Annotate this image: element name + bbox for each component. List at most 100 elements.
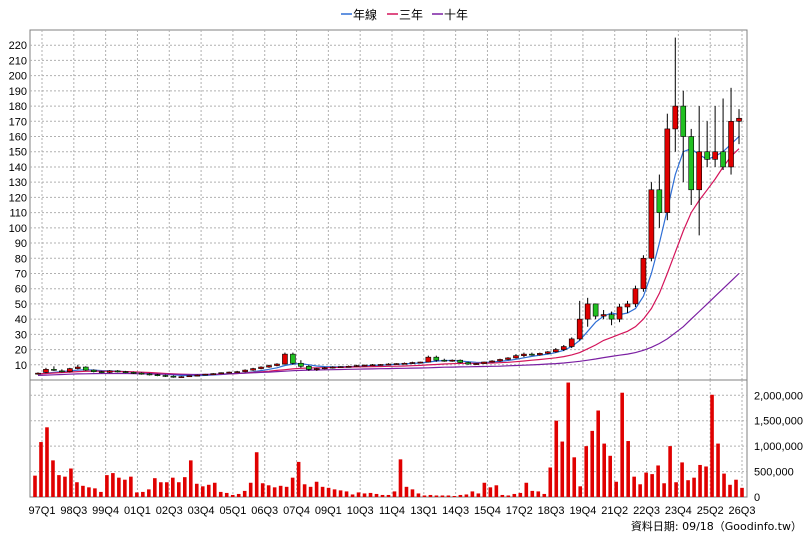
volume-bar	[662, 483, 666, 497]
volume-bar	[524, 482, 529, 497]
volume-bar	[674, 482, 678, 497]
volume-bar	[704, 466, 708, 497]
volume-bar	[93, 488, 97, 497]
volume-bar	[554, 420, 559, 497]
candle-body	[210, 373, 217, 375]
volume-bar	[440, 495, 445, 497]
volume-bar	[278, 485, 283, 497]
legend-label-year-line: 年線	[353, 7, 377, 22]
candle-body	[616, 306, 623, 320]
price-tick-label: 60	[15, 284, 27, 296]
x-tick-label: 23Q4	[665, 505, 692, 517]
candle-body	[505, 357, 511, 360]
candle-body	[632, 288, 639, 305]
volume-bar	[650, 474, 654, 497]
volume-tick-label: 1,500,000	[754, 416, 803, 428]
x-tick-label: 10Q3	[347, 505, 374, 517]
candle-body	[298, 362, 304, 367]
price-tick-label: 90	[15, 238, 27, 250]
x-tick-label: 21Q2	[601, 505, 628, 517]
moving-average-line	[37, 148, 740, 376]
legend-label-ten-year-line: 十年	[444, 8, 468, 22]
volume-bar	[668, 446, 672, 497]
x-tick-label: 97Q1	[29, 505, 56, 517]
candle-body	[258, 366, 264, 369]
candle-body	[226, 371, 232, 374]
price-tick-label: 20	[15, 345, 27, 357]
volume-bar	[176, 482, 181, 497]
candle-body	[234, 371, 240, 373]
volume-bar	[117, 477, 121, 497]
volume-bar	[566, 382, 571, 497]
candle-body	[688, 136, 695, 191]
candle-body	[114, 370, 121, 373]
volume-bar	[680, 462, 684, 497]
candle-body	[274, 363, 280, 366]
volume-bar	[320, 486, 325, 497]
candle-body	[218, 372, 225, 374]
volume-bar	[722, 473, 726, 497]
candle-body	[608, 314, 615, 320]
volume-bar	[153, 478, 157, 497]
candle-body	[417, 361, 424, 364]
candle-body	[656, 189, 663, 213]
volume-bar	[57, 475, 61, 497]
volume-bar	[734, 479, 738, 497]
volume-bar	[99, 491, 103, 497]
x-tick-label: 09Q1	[315, 505, 342, 517]
candle-body	[529, 353, 535, 356]
volume-bar	[374, 493, 379, 497]
candle-body	[345, 366, 352, 368]
volume-bar	[602, 443, 606, 497]
volume-panel: 0 500,000 1,000,000 1,500,000 2,000,000	[29, 379, 803, 504]
candle-body	[321, 367, 328, 370]
candle-body	[178, 376, 185, 378]
candle-body	[186, 375, 193, 378]
volume-bar	[590, 430, 595, 497]
candle-body	[521, 353, 527, 356]
volume-bar	[560, 441, 565, 497]
candle-body	[162, 375, 169, 377]
volume-bar	[87, 487, 91, 497]
legend-label-three-year-line: 三年	[399, 8, 423, 22]
volume-bar	[494, 485, 499, 497]
volume-bar	[428, 494, 433, 497]
volume-bar	[728, 484, 732, 497]
candle-body	[672, 105, 679, 130]
volume-bar	[165, 482, 169, 497]
volume-bar	[344, 491, 349, 497]
volume-bar	[380, 494, 385, 497]
volume-bar	[51, 460, 55, 497]
volume-bar	[350, 494, 355, 497]
volume-bar	[218, 491, 223, 497]
x-tick-label: 15Q4	[474, 505, 501, 517]
candle-body	[576, 318, 583, 340]
volume-bar	[224, 492, 229, 497]
price-tick-label: 200	[9, 71, 27, 83]
volume-bar	[230, 494, 235, 497]
candle-body	[75, 366, 81, 369]
volume-bar	[39, 442, 43, 497]
candle-body	[282, 353, 288, 365]
candle-body	[560, 346, 567, 350]
price-tick-label: 10	[15, 360, 27, 372]
price-plot-frame	[29, 29, 748, 381]
volume-bar	[530, 490, 535, 497]
volume-bar	[188, 460, 193, 497]
price-tick-label: 50	[15, 299, 27, 311]
volume-bar	[141, 491, 145, 497]
volume-tick-label: 0	[754, 492, 760, 504]
volume-bar	[404, 486, 409, 497]
candle-body	[728, 121, 734, 168]
candle-body	[35, 372, 41, 375]
volume-bar	[236, 493, 241, 497]
volume-bar	[614, 481, 618, 497]
price-tick-label: 110	[9, 208, 27, 220]
volume-bar	[488, 487, 493, 497]
volume-bar	[242, 490, 247, 497]
candle-body	[481, 361, 487, 364]
candle-body	[369, 364, 376, 367]
volume-bar	[476, 493, 481, 497]
volume-bar	[392, 491, 397, 497]
